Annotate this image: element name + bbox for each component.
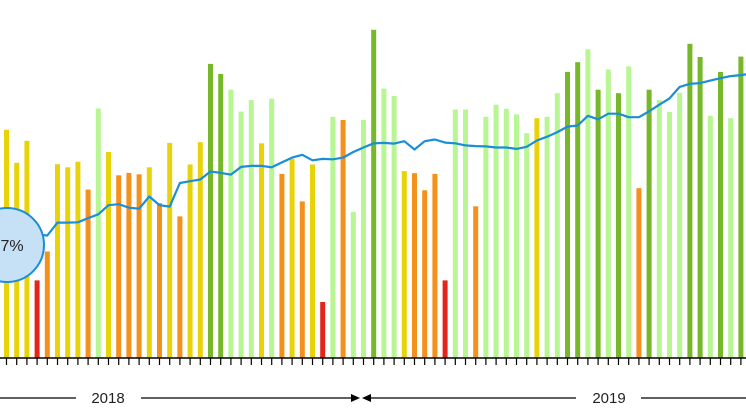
bar — [106, 152, 111, 358]
bar — [493, 104, 499, 358]
bar — [85, 189, 91, 358]
bar — [636, 188, 642, 358]
bar — [310, 164, 315, 358]
bar — [279, 173, 285, 358]
bar — [371, 29, 377, 359]
bar — [707, 115, 713, 358]
bar — [534, 118, 540, 358]
bar — [432, 173, 438, 358]
bar — [524, 133, 530, 358]
bar — [208, 63, 213, 359]
bar — [126, 172, 132, 358]
bar — [350, 211, 356, 358]
bar — [565, 71, 570, 359]
bar — [289, 158, 295, 358]
bar — [595, 89, 601, 358]
bar — [299, 201, 305, 358]
bar — [473, 206, 479, 358]
bar — [269, 98, 275, 358]
bar — [483, 116, 489, 358]
bar — [340, 120, 346, 358]
year-label-2018: 2018 — [91, 390, 124, 407]
bar — [728, 118, 734, 358]
bar — [95, 108, 101, 358]
bar — [422, 190, 428, 358]
bar — [605, 69, 611, 358]
bar — [157, 203, 162, 358]
bar — [146, 167, 152, 358]
bar — [177, 216, 183, 358]
bar — [136, 174, 142, 358]
bar — [116, 175, 122, 358]
bar — [677, 92, 683, 359]
bar — [401, 171, 407, 358]
bar — [646, 89, 652, 358]
bar — [259, 143, 264, 358]
bar — [167, 142, 173, 358]
bar — [544, 116, 550, 358]
bar — [320, 302, 326, 358]
bar — [585, 49, 591, 359]
trend-line — [5, 73, 746, 255]
bar — [361, 120, 366, 358]
bar — [463, 109, 468, 358]
bar — [687, 43, 693, 359]
bar — [65, 167, 71, 358]
bar — [34, 280, 40, 358]
bar — [718, 71, 723, 359]
bar — [197, 142, 203, 358]
x-axis-ticks — [5, 358, 742, 365]
bar — [442, 280, 448, 358]
bar — [187, 164, 193, 358]
year-label-2019: 2019 — [592, 390, 625, 407]
bar — [616, 93, 621, 358]
bar — [228, 89, 234, 358]
value-badge: 7% — [0, 207, 45, 283]
bar — [514, 114, 519, 359]
bar — [238, 111, 244, 358]
bar — [503, 108, 509, 358]
bar — [218, 74, 224, 358]
bar — [75, 161, 81, 358]
year-range-markers: 2018 2019 — [0, 390, 746, 407]
bar — [697, 57, 703, 358]
year-2019-arrowhead — [362, 394, 371, 402]
bar — [55, 164, 60, 358]
bar — [381, 88, 387, 358]
value-badge-circle — [0, 207, 45, 283]
year-2018-arrowhead — [351, 394, 360, 402]
bar — [656, 100, 662, 358]
bar — [626, 66, 632, 359]
bar — [330, 116, 336, 358]
value-badge-label: 7% — [0, 238, 23, 255]
bar — [738, 56, 744, 358]
bar — [575, 62, 581, 358]
bar — [248, 100, 254, 358]
bar — [391, 96, 397, 358]
bar — [44, 251, 50, 358]
bar — [412, 173, 417, 358]
bar — [554, 93, 560, 358]
bar — [452, 109, 458, 358]
bar-series — [4, 29, 744, 359]
bar — [667, 112, 672, 358]
